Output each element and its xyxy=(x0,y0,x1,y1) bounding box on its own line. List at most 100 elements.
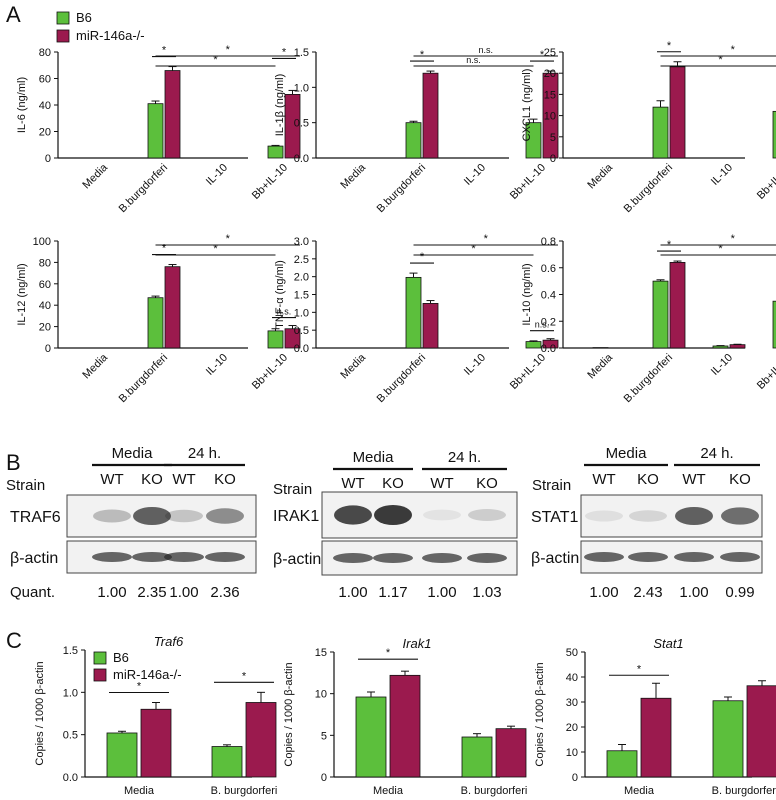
legend-a-ko-label: miR-146a-/- xyxy=(76,28,145,43)
blot-protein-label: TRAF6 xyxy=(10,509,61,526)
y-tick-label: 0.0 xyxy=(541,343,556,355)
blot-actin-band xyxy=(373,553,413,563)
y-tick-label: 20 xyxy=(39,127,51,139)
y-tick-label: 0.0 xyxy=(63,772,78,784)
bar-ko-1 xyxy=(422,303,439,349)
significance-label: * xyxy=(731,233,736,245)
blot-lane-label: WT xyxy=(682,471,705,488)
legend-c-b6-swatch xyxy=(93,651,107,665)
y-tick-label: 0.6 xyxy=(541,263,556,275)
bar-ko-1 xyxy=(495,728,527,778)
significance-label: * xyxy=(420,251,425,263)
x-tick-label: IL-10 xyxy=(709,162,735,188)
blot-band xyxy=(585,510,623,522)
blot-lane-label: WT xyxy=(592,471,615,488)
western-blots: Media 24 h. Strain WT KO WT KO TRAF6 β-actin Quan… xyxy=(6,445,763,601)
blot-quant-value: 1.00 xyxy=(679,584,708,601)
chart-title: Irak1 xyxy=(403,636,432,651)
x-tick-label: Media xyxy=(80,351,110,381)
blot-quant-value: 1.00 xyxy=(338,584,367,601)
x-tick-label: Bb+IL-10 xyxy=(508,162,548,202)
blot-band xyxy=(165,509,203,523)
blot-actin-label: β-actin xyxy=(273,551,321,568)
chart-traf6: 0.0 0.5 1.0 1.5 Copies / 1000 β-actin Traf6 Me… xyxy=(34,634,277,797)
y-tick-label: 50 xyxy=(566,647,578,659)
bar-b6-3 xyxy=(772,300,776,349)
bar-b6-1 xyxy=(712,700,744,778)
y-tick-label: 0.0 xyxy=(294,153,309,165)
significance-label: * xyxy=(226,44,231,56)
x-tick-label: B.burgdorferi xyxy=(375,162,428,215)
chart-il6: 0 20 40 60 80 IL-6 (ng/ml) Media B.burgdorferi I… xyxy=(16,44,301,215)
x-tick-label: B. burgdorferi xyxy=(712,785,776,797)
y-tick-label: 5 xyxy=(550,132,556,144)
blot-band xyxy=(675,507,713,525)
y-tick-label: 15 xyxy=(315,647,327,659)
x-tick-label: IL-10 xyxy=(462,162,488,188)
blot-lane-label: KO xyxy=(729,471,751,488)
x-tick-label: Media xyxy=(585,161,615,191)
bar-b6-0 xyxy=(355,696,387,778)
y-tick-label: 80 xyxy=(39,257,51,269)
bar-b6-3 xyxy=(772,110,776,159)
blot-protein-label: STAT1 xyxy=(531,509,579,526)
blot-strain-label: Strain xyxy=(6,477,45,494)
x-tick-label: IL-10 xyxy=(709,352,735,378)
bar-b6-0 xyxy=(606,750,638,778)
blot-band xyxy=(629,510,667,522)
blot-actin-band xyxy=(584,552,624,562)
y-tick-label: 25 xyxy=(544,47,556,59)
x-tick-label: B.burgdorferi xyxy=(622,352,675,405)
blot-group-label: 24 h. xyxy=(700,445,733,462)
blot-quant-value: 1.00 xyxy=(169,584,198,601)
y-tick-label: 100 xyxy=(33,236,51,248)
y-tick-label: 1.0 xyxy=(294,307,309,319)
bar-b6-1 xyxy=(461,736,493,778)
significance-label: * xyxy=(718,243,723,255)
bar-b6-0 xyxy=(106,732,138,778)
y-tick-label: 0.4 xyxy=(541,290,556,302)
blot-lane-label: KO xyxy=(382,475,404,492)
bar-ko-2 xyxy=(729,344,746,349)
bar-b6-1 xyxy=(211,746,243,778)
bar-b6-2 xyxy=(712,345,729,349)
y-tick-label: 0 xyxy=(45,343,51,355)
y-tick-label: 1.5 xyxy=(63,645,78,657)
blot-band xyxy=(133,507,171,525)
significance-label: n.s. xyxy=(466,55,481,65)
chart-irak1: 0 5 10 15 Copies / 1000 β-actin Irak1 Media B. … xyxy=(283,636,527,797)
bar-b6-3 xyxy=(267,330,284,349)
blot-actin-band xyxy=(333,553,373,563)
blot-lane-label: KO xyxy=(214,471,236,488)
y-tick-label: 40 xyxy=(39,300,51,312)
y-axis-label: IL-6 (ng/ml) xyxy=(16,77,28,133)
x-tick-label: IL-10 xyxy=(462,352,488,378)
blot-band xyxy=(721,507,759,525)
chart-il12: 0 20 40 60 80 100 IL-12 (ng/ml) Media B.burgdorf… xyxy=(16,233,301,405)
chart-cxcl1: 0 5 10 15 20 25 CXCL1 (ng/ml) Media B.burgdorfer… xyxy=(521,40,776,215)
significance-label: * xyxy=(213,243,218,255)
y-axis-label: IL-1β (ng/ml) xyxy=(274,74,286,137)
x-tick-label: B. burgdorferi xyxy=(461,785,528,797)
blot-band xyxy=(468,509,506,521)
y-tick-label: 1.5 xyxy=(294,47,309,59)
blot-band xyxy=(334,505,372,525)
blot-actin-band xyxy=(720,552,760,562)
bar-ko-0 xyxy=(389,674,421,778)
x-tick-label: IL-10 xyxy=(204,352,230,378)
bar-b6-1 xyxy=(147,297,164,349)
panel-label-c: C xyxy=(6,628,22,653)
y-axis-label: IL-10 (ng/ml) xyxy=(521,263,533,325)
blot-group-label: 24 h. xyxy=(448,449,481,466)
y-axis-label: Copies / 1000 β-actin xyxy=(34,661,46,765)
significance-label: n.s. xyxy=(535,320,550,330)
panel-label-b: B xyxy=(6,450,21,475)
y-tick-label: 60 xyxy=(39,74,51,86)
y-tick-label: 2.5 xyxy=(294,254,309,266)
x-tick-label: Bb+IL-10 xyxy=(508,352,548,392)
significance-label: * xyxy=(667,40,672,52)
y-tick-label: 40 xyxy=(566,672,578,684)
blot-band xyxy=(93,509,131,523)
blot-protein-label: IRAK1 xyxy=(273,508,319,525)
blot-actin-band xyxy=(92,552,132,562)
